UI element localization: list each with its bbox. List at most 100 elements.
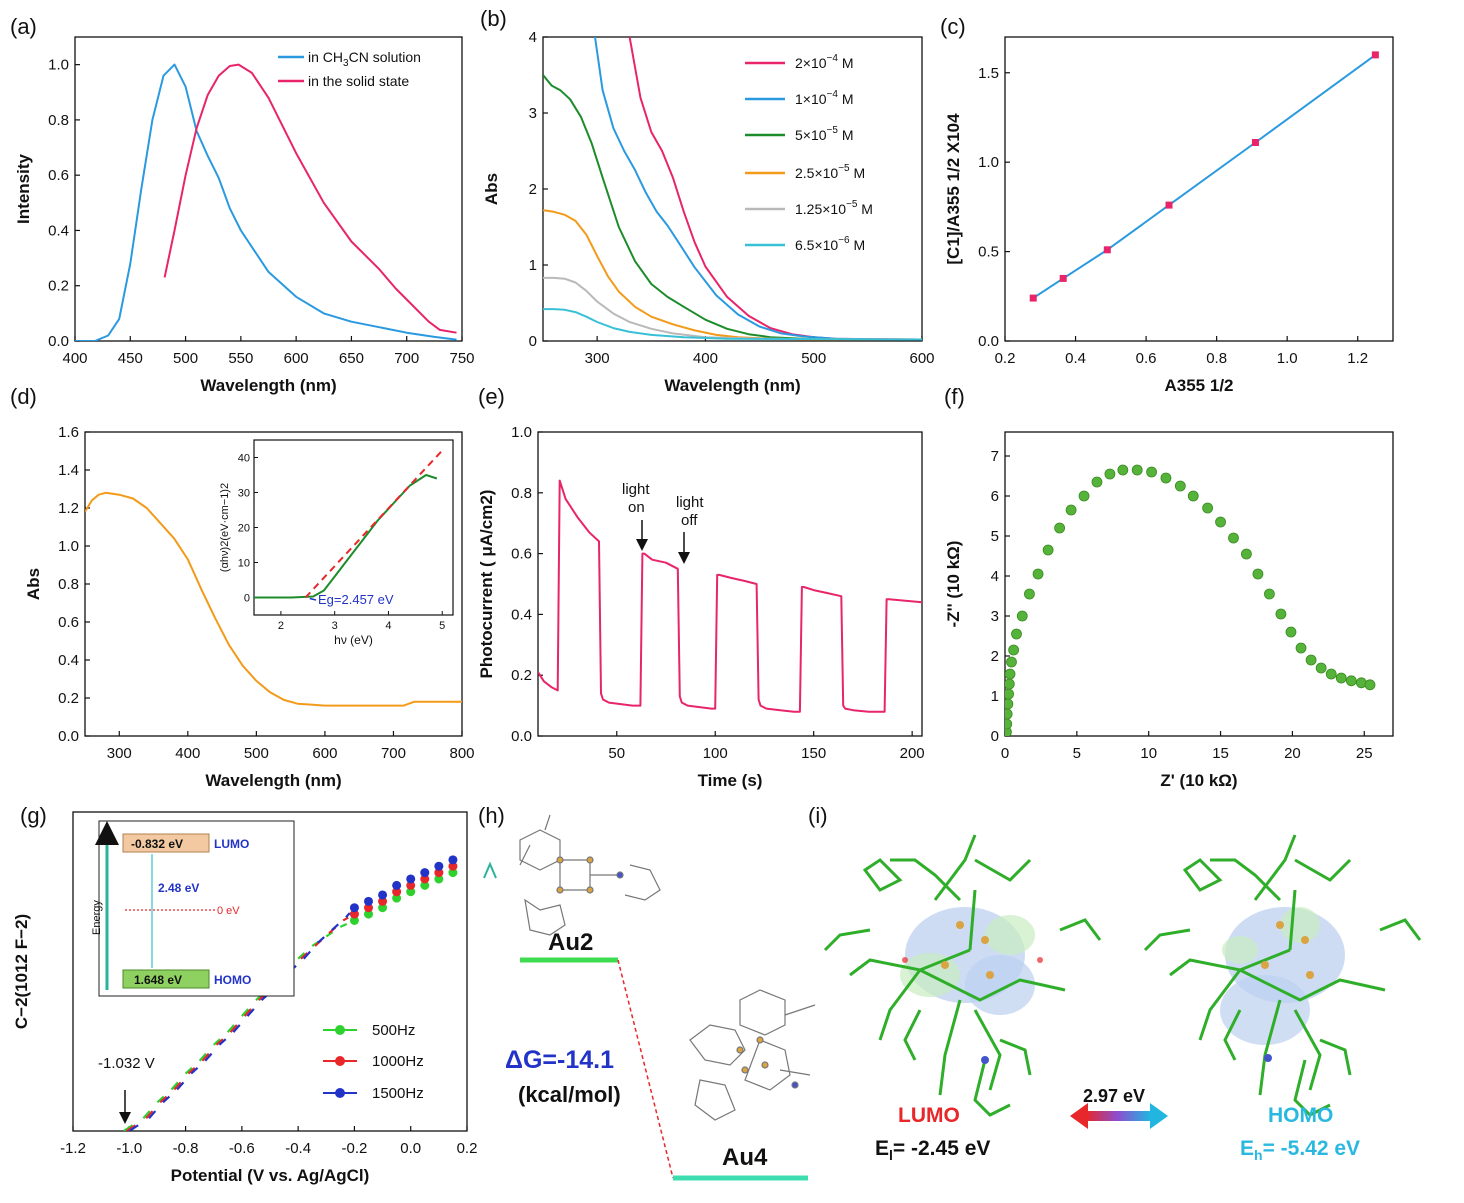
data-point-f bbox=[1325, 668, 1337, 680]
inset-y-tick-label: 10 bbox=[238, 558, 250, 570]
gap-label-i: 2.97 eV bbox=[1083, 1086, 1145, 1106]
x-tick-label-c: 0.2 bbox=[995, 350, 1016, 367]
x-tick-label-b: 400 bbox=[693, 350, 718, 367]
legend-b-2: 1×10−4 M bbox=[795, 89, 854, 107]
data-point-f bbox=[1264, 588, 1275, 600]
inset-y-tick-label: 30 bbox=[238, 488, 250, 500]
data-point-f bbox=[1160, 472, 1172, 484]
data-dash-g bbox=[246, 1008, 255, 1017]
x-tick-label-g: 0.0 bbox=[400, 1140, 421, 1157]
y-tick-label-b: 1 bbox=[529, 257, 537, 274]
data-point-f bbox=[1054, 522, 1066, 534]
data-point-g bbox=[420, 868, 430, 878]
lumo-energy: -0.832 eV bbox=[131, 837, 183, 851]
data-point-g bbox=[349, 909, 359, 919]
y-tick-label-a: 1.0 bbox=[48, 57, 69, 74]
x-tick-label-g: 0.2 bbox=[457, 1140, 478, 1157]
x-tick-label-a: 450 bbox=[118, 350, 143, 367]
data-point-g bbox=[406, 887, 416, 897]
y-tick-label-b: 0 bbox=[529, 333, 537, 350]
panel-label-h: (h) bbox=[478, 803, 505, 828]
light-on-label-2: on bbox=[628, 499, 645, 516]
inset-x-tick-label: 5 bbox=[439, 620, 445, 632]
x-tick-label-f: 0 bbox=[1001, 745, 1009, 762]
y-axis-label-a: Intensity bbox=[14, 154, 33, 224]
legend-b-3: 5×10−5 M bbox=[795, 125, 854, 143]
y-tick-label-e: 0.2 bbox=[511, 667, 532, 684]
lumo-energy-i: El= -2.45 eV bbox=[875, 1137, 990, 1163]
connector-line bbox=[617, 959, 674, 1179]
data-dash-g bbox=[201, 1052, 210, 1062]
homo-energy-i: Eh= -5.42 eV bbox=[1240, 1137, 1360, 1163]
data-point-g bbox=[392, 880, 402, 890]
data-dash-g bbox=[125, 1124, 136, 1131]
data-dash-g bbox=[331, 923, 339, 931]
data-point-c bbox=[1251, 139, 1259, 147]
data-point-f bbox=[1024, 588, 1035, 600]
legend-g-500: 500Hz bbox=[372, 1022, 415, 1039]
y-axis-label-b: Abs bbox=[482, 173, 501, 205]
x-tick-label-c: 1.0 bbox=[1277, 350, 1298, 367]
legend-b: 2×10−4 M 1×10−4 M 5×10−5 M 2.5×10−5 M 1.… bbox=[745, 53, 873, 253]
x-tick-label-d: 700 bbox=[381, 745, 406, 762]
y-tick-label-e: 0.6 bbox=[511, 546, 532, 563]
x-axis-label-a: Wavelength (nm) bbox=[200, 376, 336, 395]
light-off-label: light bbox=[676, 494, 704, 511]
legend-g: 500Hz 1000Hz 1500Hz -1.032 V bbox=[98, 1022, 424, 1124]
inset-y-tick-label: 40 bbox=[238, 453, 250, 465]
y-tick-label-c: 0.0 bbox=[978, 333, 999, 350]
x-tick-label-c: 1.2 bbox=[1347, 350, 1368, 367]
x-tick-label-g: -0.4 bbox=[285, 1140, 311, 1157]
zero-label: 0 eV bbox=[217, 905, 240, 917]
y-tick-label-d: 1.0 bbox=[58, 538, 79, 555]
data-dash-g bbox=[162, 1095, 171, 1104]
data-dash-g bbox=[159, 1095, 168, 1104]
data-dash-g bbox=[148, 1110, 157, 1119]
data-point-g bbox=[448, 855, 458, 865]
data-point-g bbox=[364, 909, 373, 919]
x-tick-label-g: -0.6 bbox=[229, 1140, 255, 1157]
x-tick-label-g: -0.8 bbox=[173, 1140, 199, 1157]
series-line-a bbox=[163, 63, 457, 334]
y-tick-label-c: 0.5 bbox=[978, 244, 999, 261]
y-tick-label-d: 0.4 bbox=[58, 652, 79, 669]
panel-label-a: (a) bbox=[10, 14, 37, 39]
energy-label: Energy bbox=[91, 900, 103, 935]
y-tick-label-f: 3 bbox=[991, 608, 999, 625]
au4-molecule bbox=[689, 989, 816, 1121]
y-tick-label-b: 4 bbox=[529, 29, 537, 46]
data-dash-g bbox=[241, 1008, 250, 1017]
au4-label: Au4 bbox=[722, 1144, 768, 1171]
data-point-g bbox=[434, 861, 444, 871]
legend-b-5: 1.25×10−5 M bbox=[795, 199, 873, 217]
data-point-f bbox=[1104, 468, 1116, 480]
data-point-f bbox=[1174, 480, 1186, 492]
x-tick-label-f: 20 bbox=[1284, 745, 1301, 762]
x-tick-label-e: 50 bbox=[608, 745, 625, 762]
data-dash-g bbox=[302, 950, 311, 960]
panel-label-g: (g) bbox=[20, 803, 47, 828]
x-tick-label-a: 550 bbox=[228, 350, 253, 367]
series-line-b bbox=[543, 74, 922, 341]
y-tick-label-d: 0.0 bbox=[58, 728, 79, 745]
data-dash-g bbox=[170, 1081, 179, 1091]
data-point-f bbox=[1345, 675, 1357, 687]
panel-label-f: (f) bbox=[944, 384, 965, 409]
y-tick-label-b: 3 bbox=[529, 105, 537, 122]
data-point-c bbox=[1371, 51, 1379, 59]
plot-frame-b bbox=[542, 36, 923, 342]
x-tick-label-a: 700 bbox=[394, 350, 419, 367]
panel-label-b: (b) bbox=[480, 6, 507, 31]
x-tick-label-e: 150 bbox=[801, 745, 826, 762]
series-line-b bbox=[543, 209, 922, 341]
legend-a-solution: in CH3CN solution bbox=[308, 49, 421, 69]
delta-g: ΔG=-14.1 bbox=[505, 1046, 614, 1074]
x-tick-label-d: 500 bbox=[244, 745, 269, 762]
x-tick-label-f: 25 bbox=[1356, 745, 1373, 762]
panel-label-e: (e) bbox=[478, 384, 505, 409]
data-dash-g bbox=[345, 912, 351, 918]
inset-g: Energy -0.832 eV LUMO 2.48 eV 0 eV 1.648… bbox=[91, 820, 295, 997]
x-tick-label-f: 5 bbox=[1073, 745, 1081, 762]
y-axis-label-g: C−2(1012 F−2) bbox=[12, 914, 31, 1029]
data-point-g bbox=[420, 880, 430, 890]
